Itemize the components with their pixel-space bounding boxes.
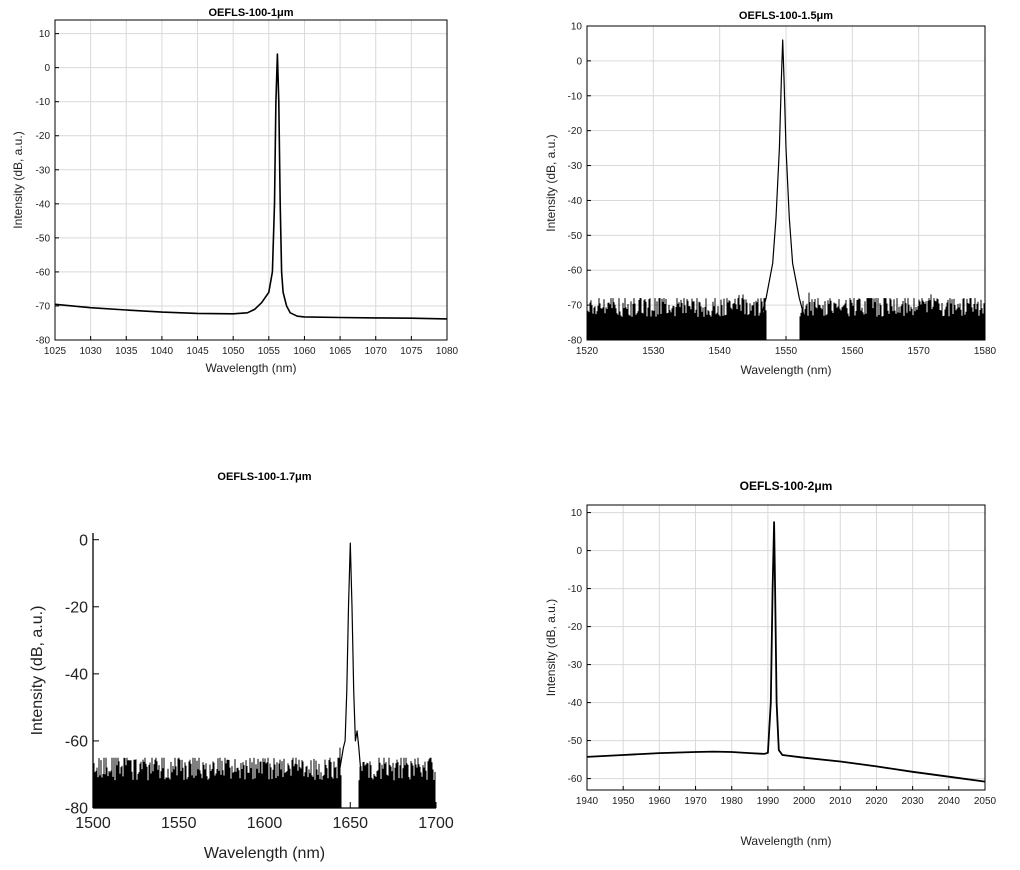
x-tick-label: 1050: [222, 346, 245, 357]
y-tick-label: -60: [568, 774, 583, 785]
x-tick-label: 1065: [329, 346, 352, 357]
x-tick-label: 2010: [829, 796, 852, 807]
axes-frame: [586, 504, 986, 791]
y-axis-label: Intensity (dB, a.u.): [29, 606, 46, 736]
y-tick-label: -80: [65, 801, 88, 818]
y-tick-label: -30: [568, 660, 583, 671]
x-tick-label: 1530: [642, 346, 665, 357]
x-tick-label: 1055: [258, 346, 281, 357]
y-tick-label: -20: [568, 126, 583, 137]
y-tick-label: -80: [568, 336, 583, 347]
y-tick-label: 10: [39, 29, 51, 40]
y-tick-label: -20: [36, 131, 51, 142]
x-tick-label: 2000: [793, 796, 816, 807]
x-tick-label: 1550: [775, 346, 798, 357]
x-tick-label: 1060: [293, 346, 316, 357]
x-axis-label: Wavelength (nm): [741, 363, 832, 377]
x-tick-label: 1570: [908, 346, 931, 357]
x-tick-label: 1075: [400, 346, 423, 357]
x-axis-label: Wavelength (nm): [741, 834, 832, 848]
x-tick-label: 1045: [186, 346, 209, 357]
y-tick-label: -70: [568, 301, 583, 312]
y-tick-label: -10: [568, 584, 583, 595]
y-tick-label: -30: [568, 161, 583, 172]
noise-floor: [92, 747, 436, 808]
y-tick-label: -50: [36, 233, 51, 244]
x-tick-label: 1950: [612, 796, 635, 807]
y-tick-label: -40: [568, 196, 583, 207]
x-tick-label: 1560: [841, 346, 864, 357]
x-tick-label: 1960: [648, 796, 671, 807]
chart-panel-3: OEFLS-100-1.7μm 1500 1550 1600 1650 1700 0 -20 -…: [29, 471, 454, 862]
y-tick-label: 0: [79, 532, 88, 549]
y-tick-label: 0: [576, 546, 582, 557]
x-tick-label: 1070: [365, 346, 388, 357]
y-tick-label: -80: [36, 336, 51, 347]
chart-title: OEFLS-100-2μm: [740, 479, 833, 493]
y-axis-label: Intensity (dB, a.u.): [11, 131, 25, 228]
y-tick-label: -20: [65, 599, 88, 616]
chart-panel-1: OEFLS-100-1μm 1025 1030 1035 1040 1045 1050 105…: [11, 7, 459, 375]
series-line: [339, 542, 362, 768]
x-tick-label: 1540: [709, 346, 732, 357]
x-tick-label: 1580: [974, 346, 997, 357]
y-tick-label: -70: [36, 301, 51, 312]
x-tick-label: 1025: [44, 346, 67, 357]
x-tick-label: 2050: [974, 796, 997, 807]
series-line: [758, 39, 807, 323]
x-tick-label: 1500: [75, 815, 111, 832]
y-tick-label: -60: [65, 734, 88, 751]
chart-panel-2: OEFLS-100-1.5μm 1520 1530 1540 1550 1560 1570 1…: [544, 10, 997, 377]
y-tick-label: -20: [568, 622, 583, 633]
y-tick-label: -40: [568, 698, 583, 709]
y-tick-label: -50: [568, 231, 583, 242]
y-axis-label: Intensity (dB, a.u.): [544, 134, 558, 231]
x-tick-label: 1520: [576, 346, 599, 357]
chart-title: OEFLS-100-1.7μm: [217, 471, 311, 483]
axes-frame: [54, 19, 448, 341]
x-tick-label: 1035: [115, 346, 138, 357]
y-tick-label: -40: [36, 199, 51, 210]
chart-title: OEFLS-100-1.5μm: [739, 10, 833, 22]
y-tick-label: -40: [65, 666, 88, 683]
chart-title: OEFLS-100-1μm: [209, 7, 294, 19]
chart-panel-4: OEFLS-100-2μm 1940 1950 1960 1970 1980 1990 200…: [544, 479, 997, 848]
y-axis-label: Intensity (dB, a.u.): [544, 599, 558, 696]
y-tick-label: 0: [576, 56, 582, 67]
x-axis-label: Wavelength (nm): [206, 361, 297, 375]
x-tick-label: 1990: [757, 796, 780, 807]
y-tick-label: -50: [568, 736, 583, 747]
y-tick-label: -10: [36, 97, 51, 108]
x-tick-label: 1970: [684, 796, 707, 807]
x-tick-label: 1980: [721, 796, 744, 807]
x-tick-label: 1650: [332, 815, 368, 832]
series-line: [54, 53, 448, 320]
x-tick-label: 1040: [151, 346, 174, 357]
x-tick-label: 1600: [247, 815, 283, 832]
x-tick-label: 2040: [938, 796, 961, 807]
x-tick-label: 2020: [865, 796, 888, 807]
x-tick-label: 2030: [902, 796, 925, 807]
x-tick-label: 1940: [576, 796, 599, 807]
x-tick-label: 1030: [80, 346, 103, 357]
series-line: [586, 521, 986, 783]
x-tick-label: 1700: [418, 815, 454, 832]
y-tick-label: -60: [568, 266, 583, 277]
x-axis-label: Wavelength (nm): [204, 845, 325, 862]
x-tick-label: 1550: [161, 815, 197, 832]
y-tick-label: 10: [571, 22, 583, 33]
y-tick-label: -60: [36, 267, 51, 278]
y-tick-label: 10: [571, 508, 583, 519]
y-tick-label: 0: [44, 63, 50, 74]
y-tick-label: -30: [36, 165, 51, 176]
y-tick-label: -10: [568, 91, 583, 102]
x-tick-label: 1080: [436, 346, 459, 357]
